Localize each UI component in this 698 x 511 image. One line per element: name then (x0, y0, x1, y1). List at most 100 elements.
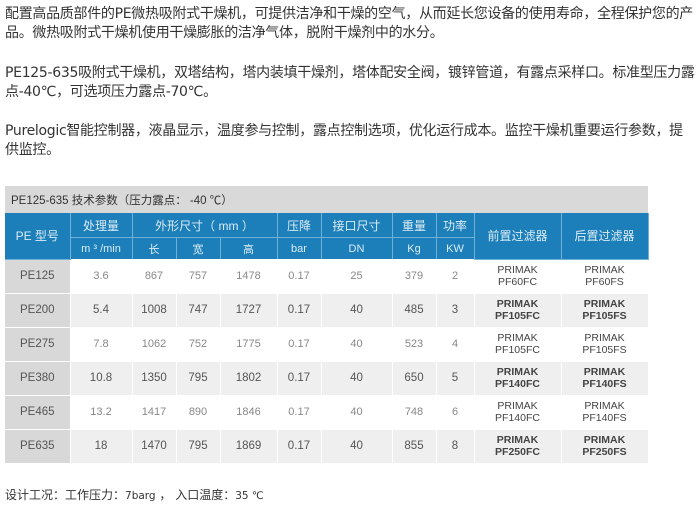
cell-dp: 0.17 (277, 361, 322, 396)
cell-flow: 7.8 (70, 327, 133, 362)
cell-flow: 13.2 (70, 395, 133, 430)
cell-model: PE380 (5, 361, 71, 396)
cell-dp: 0.17 (277, 429, 322, 464)
post-filter-brand: PRIMAK (584, 332, 625, 344)
cell-dn: 40 (321, 429, 393, 464)
cell-pre-filter: PRIMAK PF140FC (474, 361, 562, 396)
cell-weight: 748 (392, 395, 437, 430)
cell-length: 1417 (132, 395, 177, 430)
cell-pre-filter: PRIMAK PF60FC (474, 259, 562, 294)
post-filter-brand: PRIMAK (583, 366, 626, 378)
header-weight-unit: Kg (392, 237, 437, 259)
pre-filter-brand: PRIMAK (497, 400, 538, 412)
note-temp: 35 ℃ (235, 490, 264, 502)
post-filter-model: PF105FS (582, 310, 627, 322)
cell-width: 757 (176, 259, 221, 294)
cell-weight: 650 (392, 361, 437, 396)
pre-filter-model: PF105FC (495, 310, 540, 322)
cell-dn: 40 (321, 293, 393, 328)
pre-filter-model: PF105FC (495, 344, 540, 356)
pre-filter-model: PF140FC (495, 412, 540, 424)
pre-filter-model: PF250FC (495, 446, 540, 458)
pre-filter-brand: PRIMAK (496, 298, 539, 310)
post-filter-brand: PRIMAK (584, 400, 625, 412)
header-post-filter: 后置过滤器 (561, 213, 649, 260)
cell-dp: 0.17 (277, 395, 322, 430)
cell-post-filter: PRIMAK PF105FS (561, 327, 649, 362)
cell-power: 3 (436, 293, 475, 328)
cell-flow: 5.4 (70, 293, 133, 328)
cell-model: PE275 (5, 327, 71, 362)
cell-length: 1008 (132, 293, 177, 328)
header-width: 宽 (176, 237, 221, 259)
cell-weight: 379 (392, 259, 437, 294)
header-connection: 接口尺寸 (321, 213, 393, 238)
cell-dp: 0.17 (277, 327, 322, 362)
note-pressure: 7barg (125, 490, 156, 502)
cell-post-filter: PRIMAK PF105FS (561, 293, 649, 328)
cell-width: 747 (176, 293, 221, 328)
cell-pre-filter: PRIMAK PF250FC (474, 429, 562, 464)
header-pressure-drop-unit: bar (277, 237, 322, 259)
header-length: 长 (132, 237, 177, 259)
pre-filter-model: PF60FC (497, 276, 538, 288)
cell-dp: 0.17 (277, 259, 322, 294)
cell-height: 1775 (220, 327, 278, 362)
table-row: PE200 5.4 1008 747 1727 0.17 40 485 3 PRIMAK PF105… (5, 293, 649, 328)
cell-model: PE465 (5, 395, 71, 430)
header-model: PE 型号 (5, 213, 71, 260)
cell-flow: 10.8 (70, 361, 133, 396)
cell-model: PE125 (5, 259, 71, 294)
table-row: PE635 18 1470 795 1869 0.17 40 855 8 PRIMAK PF250F… (5, 429, 649, 464)
pre-filter-brand: PRIMAK (496, 366, 539, 378)
cell-model: PE635 (5, 429, 71, 464)
cell-height: 1802 (220, 361, 278, 396)
cell-pre-filter: PRIMAK PF105FC (474, 293, 562, 328)
spec-paragraph: PE125-635吸附式干燥机，双塔结构，塔内装填干燥剂，塔体配安全阀，镀锌管道… (5, 65, 695, 100)
intro-paragraph: 配置高品质部件的PE微热吸附式干燥机，可提供洁净和干燥的空气，从而延长您设备的使… (5, 6, 693, 41)
cell-power: 2 (436, 259, 475, 294)
header-pressure-drop: 压降 (277, 213, 322, 238)
pre-filter-brand: PRIMAK (497, 332, 538, 344)
header-height: 高 (220, 237, 278, 259)
header-dims: 外形尺寸（ mm ） (132, 213, 278, 238)
post-filter-model: PF140FS (582, 412, 627, 424)
cell-pre-filter: PRIMAK PF105FC (474, 327, 562, 362)
header-flow: 处理量 (70, 213, 133, 238)
post-filter-brand: PRIMAK (584, 264, 625, 276)
cell-power: 6 (436, 395, 475, 430)
cell-height: 1478 (220, 259, 278, 294)
post-filter-brand: PRIMAK (583, 434, 626, 446)
table-row: PE275 7.8 1062 752 1775 0.17 40 523 4 PRIMAK PF105… (5, 327, 649, 362)
header-pre-filter: 前置过滤器 (474, 213, 562, 260)
pre-filter-brand: PRIMAK (497, 264, 538, 276)
spec-table: PE125-635 技术参数（压力露点： -40 ℃） PE 型号 处理量 外形… (5, 186, 649, 464)
cell-power: 5 (436, 361, 475, 396)
note-sep: ， 入口温度： (155, 488, 236, 502)
cell-weight: 485 (392, 293, 437, 328)
header-flow-unit: m ³ /min (70, 237, 133, 259)
pre-filter-brand: PRIMAK (496, 434, 539, 446)
post-filter-model: PF140FS (582, 378, 627, 390)
cell-flow: 18 (70, 429, 133, 464)
cell-dn: 40 (321, 361, 393, 396)
cell-height: 1727 (220, 293, 278, 328)
cell-post-filter: PRIMAK PF60FS (561, 259, 649, 294)
cell-length: 867 (132, 259, 177, 294)
design-conditions-note: 设计工况：工作压力：7barg ， 入口温度：35 ℃ (5, 486, 264, 503)
cell-post-filter: PRIMAK PF140FS (561, 361, 649, 396)
cell-pre-filter: PRIMAK PF140FC (474, 395, 562, 430)
cell-model: PE200 (5, 293, 71, 328)
cell-width: 795 (176, 429, 221, 464)
controller-paragraph: Purelogic智能控制器，液晶显示，温度参与控制，露点控制选项，优化运行成本… (5, 123, 683, 158)
cell-weight: 855 (392, 429, 437, 464)
cell-post-filter: PRIMAK PF140FS (561, 395, 649, 430)
post-filter-model: PF105FS (582, 344, 627, 356)
cell-width: 795 (176, 361, 221, 396)
cell-height: 1869 (220, 429, 278, 464)
header-power: 功率 (436, 213, 475, 238)
post-filter-brand: PRIMAK (583, 298, 626, 310)
cell-power: 4 (436, 327, 475, 362)
pre-filter-model: PF140FC (495, 378, 540, 390)
table-row: PE380 10.8 1350 795 1802 0.17 40 650 5 PRIMAK PF14… (5, 361, 649, 396)
